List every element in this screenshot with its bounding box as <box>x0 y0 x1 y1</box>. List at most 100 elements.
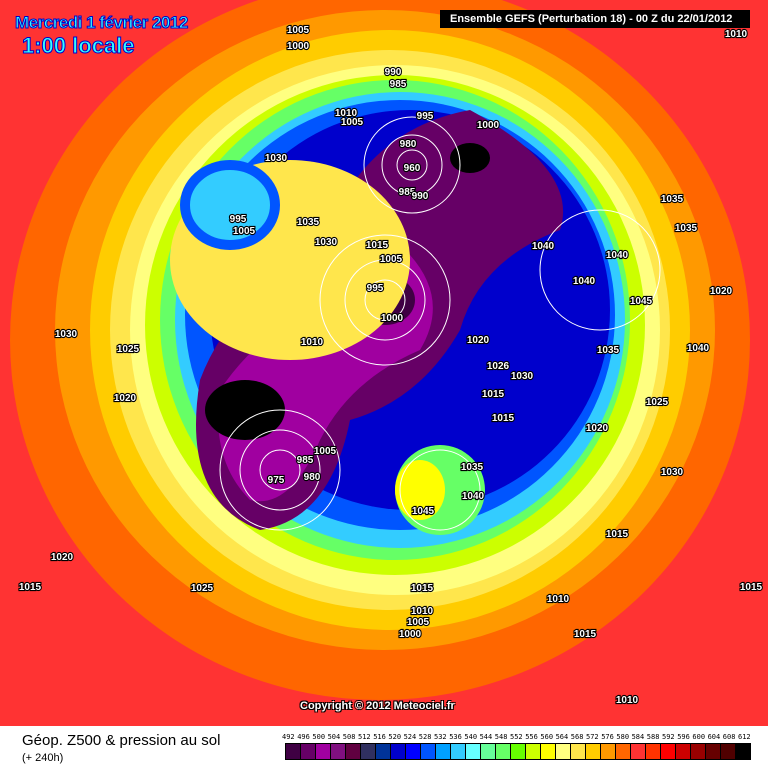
scale-swatch <box>421 744 436 759</box>
pressure-label: 1020 <box>586 423 609 434</box>
pressure-label: 985 <box>297 455 314 466</box>
pressure-label: 1040 <box>606 250 629 261</box>
scale-swatch <box>646 744 661 759</box>
weather-map: 1005100010109909859951000101010051030980… <box>0 0 768 726</box>
pressure-label: 995 <box>417 111 434 122</box>
pressure-label: 1010 <box>547 594 570 605</box>
pressure-label: 1030 <box>55 329 78 340</box>
scale-label: 520 <box>388 733 402 741</box>
scale-swatch <box>376 744 391 759</box>
scale-label: 588 <box>646 733 660 741</box>
scale-label: 524 <box>403 733 417 741</box>
pressure-label: 960 <box>404 163 421 174</box>
scale-label: 600 <box>692 733 706 741</box>
pressure-label: 1025 <box>117 344 140 355</box>
scale-swatch <box>316 744 331 759</box>
pressure-label: 1040 <box>462 491 485 502</box>
pressure-label: 1005 <box>233 226 256 237</box>
lead-time: (+ 240h) <box>22 752 64 764</box>
pressure-label: 1010 <box>616 695 639 706</box>
pressure-label: 1005 <box>314 446 337 457</box>
pressure-label: 975 <box>268 475 285 486</box>
scale-label: 500 <box>312 733 326 741</box>
scale-swatch <box>346 744 361 759</box>
pressure-label: 1010 <box>335 108 358 119</box>
pressure-label: 1035 <box>597 345 620 356</box>
footer: Géop. Z500 & pression au sol (+ 240h) 49… <box>0 726 768 768</box>
pressure-label: 980 <box>304 472 321 483</box>
pressure-label: 1040 <box>532 241 555 252</box>
scale-swatch <box>721 744 736 759</box>
scale-swatch <box>706 744 721 759</box>
pressure-label: 1015 <box>574 629 597 640</box>
scale-swatch <box>616 744 631 759</box>
pressure-label: 1015 <box>411 583 434 594</box>
color-scale <box>285 743 751 760</box>
pressure-label: 1035 <box>297 217 320 228</box>
scale-swatch <box>526 744 541 759</box>
scale-label: 492 <box>282 733 295 741</box>
pressure-label: 1005 <box>341 117 364 128</box>
pressure-label: 1005 <box>407 617 430 628</box>
pressure-label: 985 <box>399 187 416 198</box>
pressure-label: 1040 <box>687 343 710 354</box>
pressure-label: 1020 <box>467 335 490 346</box>
scale-swatch <box>631 744 646 759</box>
pressure-label: 1030 <box>265 153 288 164</box>
pressure-label: 1000 <box>287 41 310 52</box>
scale-swatch <box>601 744 616 759</box>
scale-label: 584 <box>631 733 645 741</box>
pressure-label: 1035 <box>675 223 698 234</box>
scale-swatch <box>661 744 676 759</box>
pressure-label: 1045 <box>412 506 435 517</box>
scale-swatch <box>511 744 526 759</box>
color-scale-labels: 492 496 500 504 508 512 516 520 524 528 532 536 540 5… <box>282 733 768 743</box>
scale-label: 564 <box>555 733 569 741</box>
pressure-label: 1020 <box>710 286 733 297</box>
pressure-label: 995 <box>230 214 247 225</box>
scale-label: 580 <box>616 733 630 741</box>
scale-label: 512 <box>358 733 371 741</box>
scale-label: 528 <box>418 733 432 741</box>
scale-swatch <box>301 744 316 759</box>
scale-swatch <box>481 744 496 759</box>
scale-label: 516 <box>373 733 386 741</box>
scale-swatch <box>586 744 601 759</box>
pressure-label: 1015 <box>19 582 42 593</box>
pressure-label: 1015 <box>482 389 505 400</box>
pressure-label: 1030 <box>661 467 684 478</box>
pressure-label: 1030 <box>511 371 534 382</box>
scale-swatch <box>736 744 750 759</box>
pressure-label: 1015 <box>366 240 389 251</box>
pressure-label: 1010 <box>301 337 324 348</box>
pressure-label: 1035 <box>461 462 484 473</box>
pressure-label: 1025 <box>191 583 214 594</box>
pressure-label: 1005 <box>287 25 310 36</box>
scale-label: 596 <box>677 733 690 741</box>
pressure-label: 1005 <box>380 254 403 265</box>
scale-label: 560 <box>540 733 554 741</box>
scale-label: 604 <box>707 733 721 741</box>
copyright: Copyright © 2012 Meteociel.fr <box>300 700 455 712</box>
scale-swatch <box>331 744 346 759</box>
field-name: Géop. Z500 & pression au sol <box>22 732 221 749</box>
scale-label: 544 <box>479 733 493 741</box>
scale-swatch <box>571 744 586 759</box>
pressure-label: 1040 <box>573 276 596 287</box>
map-date: Mercredi 1 février 2012 <box>15 13 189 33</box>
scale-swatch <box>451 744 466 759</box>
scale-label: 572 <box>586 733 599 741</box>
scale-label: 548 <box>494 733 508 741</box>
scale-label: 612 <box>738 733 751 741</box>
scale-label: 592 <box>662 733 675 741</box>
pressure-label: 1025 <box>646 397 669 408</box>
scale-label: 568 <box>570 733 584 741</box>
pressure-label: 1026 <box>487 361 510 372</box>
scale-swatch <box>436 744 451 759</box>
scale-label: 608 <box>722 733 736 741</box>
scale-swatch <box>286 744 301 759</box>
pressure-label: 1035 <box>661 194 684 205</box>
scale-swatch <box>466 744 481 759</box>
pressure-label: 1030 <box>315 237 338 248</box>
scale-label: 496 <box>297 733 310 741</box>
